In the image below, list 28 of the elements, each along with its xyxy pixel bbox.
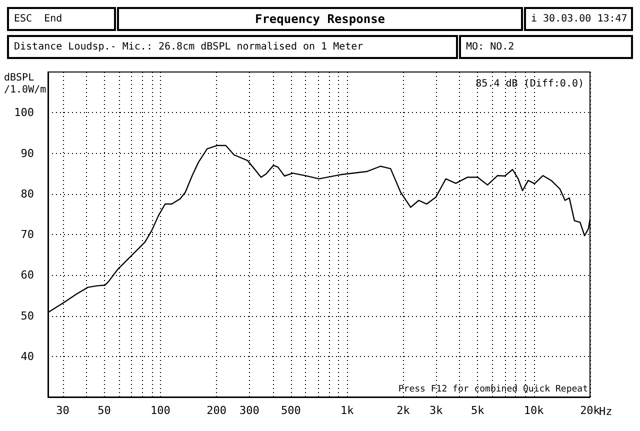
- x-tick-label: 3k: [430, 404, 444, 417]
- x-tick-label: 2k: [396, 404, 410, 417]
- y-tick-label: 50: [20, 309, 34, 322]
- x-tick-label: 5k: [470, 404, 485, 417]
- x-tick-label: 500: [280, 404, 301, 417]
- x-tick-label: 100: [150, 404, 170, 417]
- y-tick-label: 70: [20, 228, 34, 241]
- annotation: 85.4 dB (Diff:0.0): [476, 78, 584, 90]
- text: Distance Loudsp.- Mic.: 26.8cm dBSPL normalised on 1 Meter: [14, 42, 364, 52]
- text: i 30.03.00 13:47: [531, 14, 628, 24]
- y-tick-label: 40: [20, 350, 34, 363]
- x-axis-title: Hz: [599, 405, 612, 418]
- y-tick-label: 60: [20, 268, 34, 282]
- y-tick-label: 90: [20, 146, 34, 160]
- y-axis-title: dBSPL /1.0W/m: [4, 72, 46, 96]
- y-tick-label: 100: [14, 106, 34, 120]
- x-tick-label: 50: [98, 404, 111, 417]
- x-tick-label: 200: [206, 404, 227, 417]
- chart-title: Frequency Response: [254, 12, 386, 26]
- x-tick-label: 30: [56, 404, 70, 417]
- text: ESC End: [14, 14, 62, 24]
- x-tick-label: 1k: [340, 404, 354, 417]
- y-tick-label: 80: [20, 187, 34, 200]
- x-tick-label: 20k: [580, 404, 600, 417]
- x-tick-label: 10k: [524, 404, 544, 417]
- annotation: Press F12 for combined Quick Repeat: [398, 384, 588, 394]
- text: MO: NO.2: [466, 42, 514, 52]
- x-tick-label: 300: [240, 404, 260, 417]
